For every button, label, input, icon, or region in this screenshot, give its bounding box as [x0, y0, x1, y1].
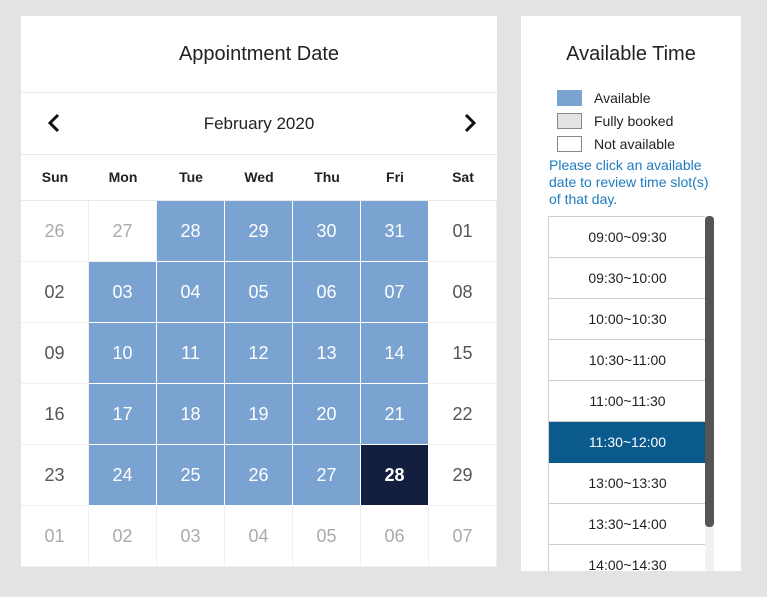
time-slot[interactable]: 10:30~11:00 — [549, 340, 706, 381]
legend-label: Available — [594, 89, 651, 106]
day-cell: 16 — [21, 384, 89, 445]
weekday-header-row: Sun Mon Tue Wed Thu Fri Sat — [21, 155, 497, 201]
available-day-cell[interactable]: 04 — [157, 262, 225, 323]
month-label: February 2020 — [203, 114, 315, 133]
available-day-cell[interactable]: 10 — [89, 323, 157, 384]
legend-item: Available — [557, 86, 741, 109]
month-navigation: February 2020 — [21, 93, 497, 155]
weekday-header: Thu — [314, 169, 340, 185]
slot-list-scrollbar-thumb[interactable] — [705, 216, 714, 527]
available-day-cell[interactable]: 27 — [293, 445, 361, 506]
weekday-header: Mon — [108, 169, 138, 185]
next-month-button[interactable] — [459, 112, 481, 134]
available-day-cell[interactable]: 07 — [361, 262, 429, 323]
available-day-cell[interactable]: 18 — [157, 384, 225, 445]
available-day-cell[interactable]: 11 — [157, 323, 225, 384]
time-panel-title: Available Time — [566, 43, 696, 65]
available-day-cell[interactable]: 31 — [361, 201, 429, 262]
time-slot[interactable]: 09:30~10:00 — [549, 258, 706, 299]
available-day-cell[interactable]: 24 — [89, 445, 157, 506]
legend-swatch — [557, 89, 582, 106]
available-day-cell[interactable]: 13 — [293, 323, 361, 384]
available-day-cell[interactable]: 14 — [361, 323, 429, 384]
chevron-left-icon — [47, 113, 60, 133]
weekday-header: Fri — [386, 169, 404, 185]
previous-month-button[interactable] — [43, 112, 65, 134]
weekday-header: Sun — [41, 169, 69, 185]
available-day-cell[interactable]: 26 — [225, 445, 293, 506]
available-day-cell[interactable]: 06 — [293, 262, 361, 323]
day-cell: 29 — [429, 445, 497, 506]
day-cell: 02 — [21, 262, 89, 323]
legend-swatch — [557, 112, 582, 129]
legend-swatch — [557, 135, 582, 152]
available-day-cell[interactable]: 28 — [157, 201, 225, 262]
calendar-day-grid: 26 27 28 29 30 31 01 02 03 04 05 06 07 08 09 10 11 12 13 14… — [21, 201, 497, 567]
time-slot[interactable]: 10:00~10:30 — [549, 299, 706, 340]
time-slot[interactable]: 11:00~11:30 — [549, 381, 706, 422]
available-day-cell[interactable]: 12 — [225, 323, 293, 384]
available-day-cell[interactable]: 25 — [157, 445, 225, 506]
day-cell: 06 — [361, 506, 429, 567]
day-cell: 04 — [225, 506, 293, 567]
day-cell: 15 — [429, 323, 497, 384]
day-cell: 05 — [293, 506, 361, 567]
day-cell: 26 — [21, 201, 89, 262]
day-cell: 07 — [429, 506, 497, 567]
time-slot-list[interactable]: 09:00~09:30 09:30~10:00 10:00~10:30 10:30~1… — [548, 216, 707, 571]
legend-item: Fully booked — [557, 109, 741, 132]
legend-item: Not available — [557, 132, 741, 155]
selected-day-cell[interactable]: 28 — [361, 445, 429, 506]
available-day-cell[interactable]: 17 — [89, 384, 157, 445]
day-cell: 02 — [89, 506, 157, 567]
available-day-cell[interactable]: 30 — [293, 201, 361, 262]
hint-text: Please click an available date to review… — [549, 157, 709, 207]
available-day-cell[interactable]: 03 — [89, 262, 157, 323]
legend-label: Not available — [594, 135, 675, 152]
day-cell: 09 — [21, 323, 89, 384]
day-cell: 03 — [157, 506, 225, 567]
weekday-header: Tue — [179, 169, 203, 185]
legend-label: Fully booked — [594, 112, 674, 129]
available-day-cell[interactable]: 21 — [361, 384, 429, 445]
chevron-right-icon — [464, 113, 477, 133]
time-slot[interactable]: 14:00~14:30 — [549, 545, 706, 571]
day-cell: 01 — [429, 201, 497, 262]
calendar-title: Appointment Date — [21, 16, 497, 93]
appointment-calendar-panel: Appointment Date February 2020 Sun Mon Tue… — [21, 16, 497, 567]
time-slot[interactable]: 13:30~14:00 — [549, 504, 706, 545]
weekday-header: Wed — [244, 169, 274, 185]
day-cell: 01 — [21, 506, 89, 567]
day-cell: 08 — [429, 262, 497, 323]
day-cell: 23 — [21, 445, 89, 506]
day-cell: 27 — [89, 201, 157, 262]
availability-legend: Available Fully booked Not available — [557, 86, 741, 155]
available-day-cell[interactable]: 19 — [225, 384, 293, 445]
time-slot[interactable]: 09:00~09:30 — [549, 217, 706, 258]
weekday-header: Sat — [452, 169, 474, 185]
selected-time-slot[interactable]: 11:30~12:00 — [549, 422, 706, 463]
available-day-cell[interactable]: 29 — [225, 201, 293, 262]
time-slot[interactable]: 13:00~13:30 — [549, 463, 706, 504]
day-cell: 22 — [429, 384, 497, 445]
available-time-panel: Available Time Available Fully booked Not … — [521, 16, 741, 571]
available-day-cell[interactable]: 05 — [225, 262, 293, 323]
available-day-cell[interactable]: 20 — [293, 384, 361, 445]
